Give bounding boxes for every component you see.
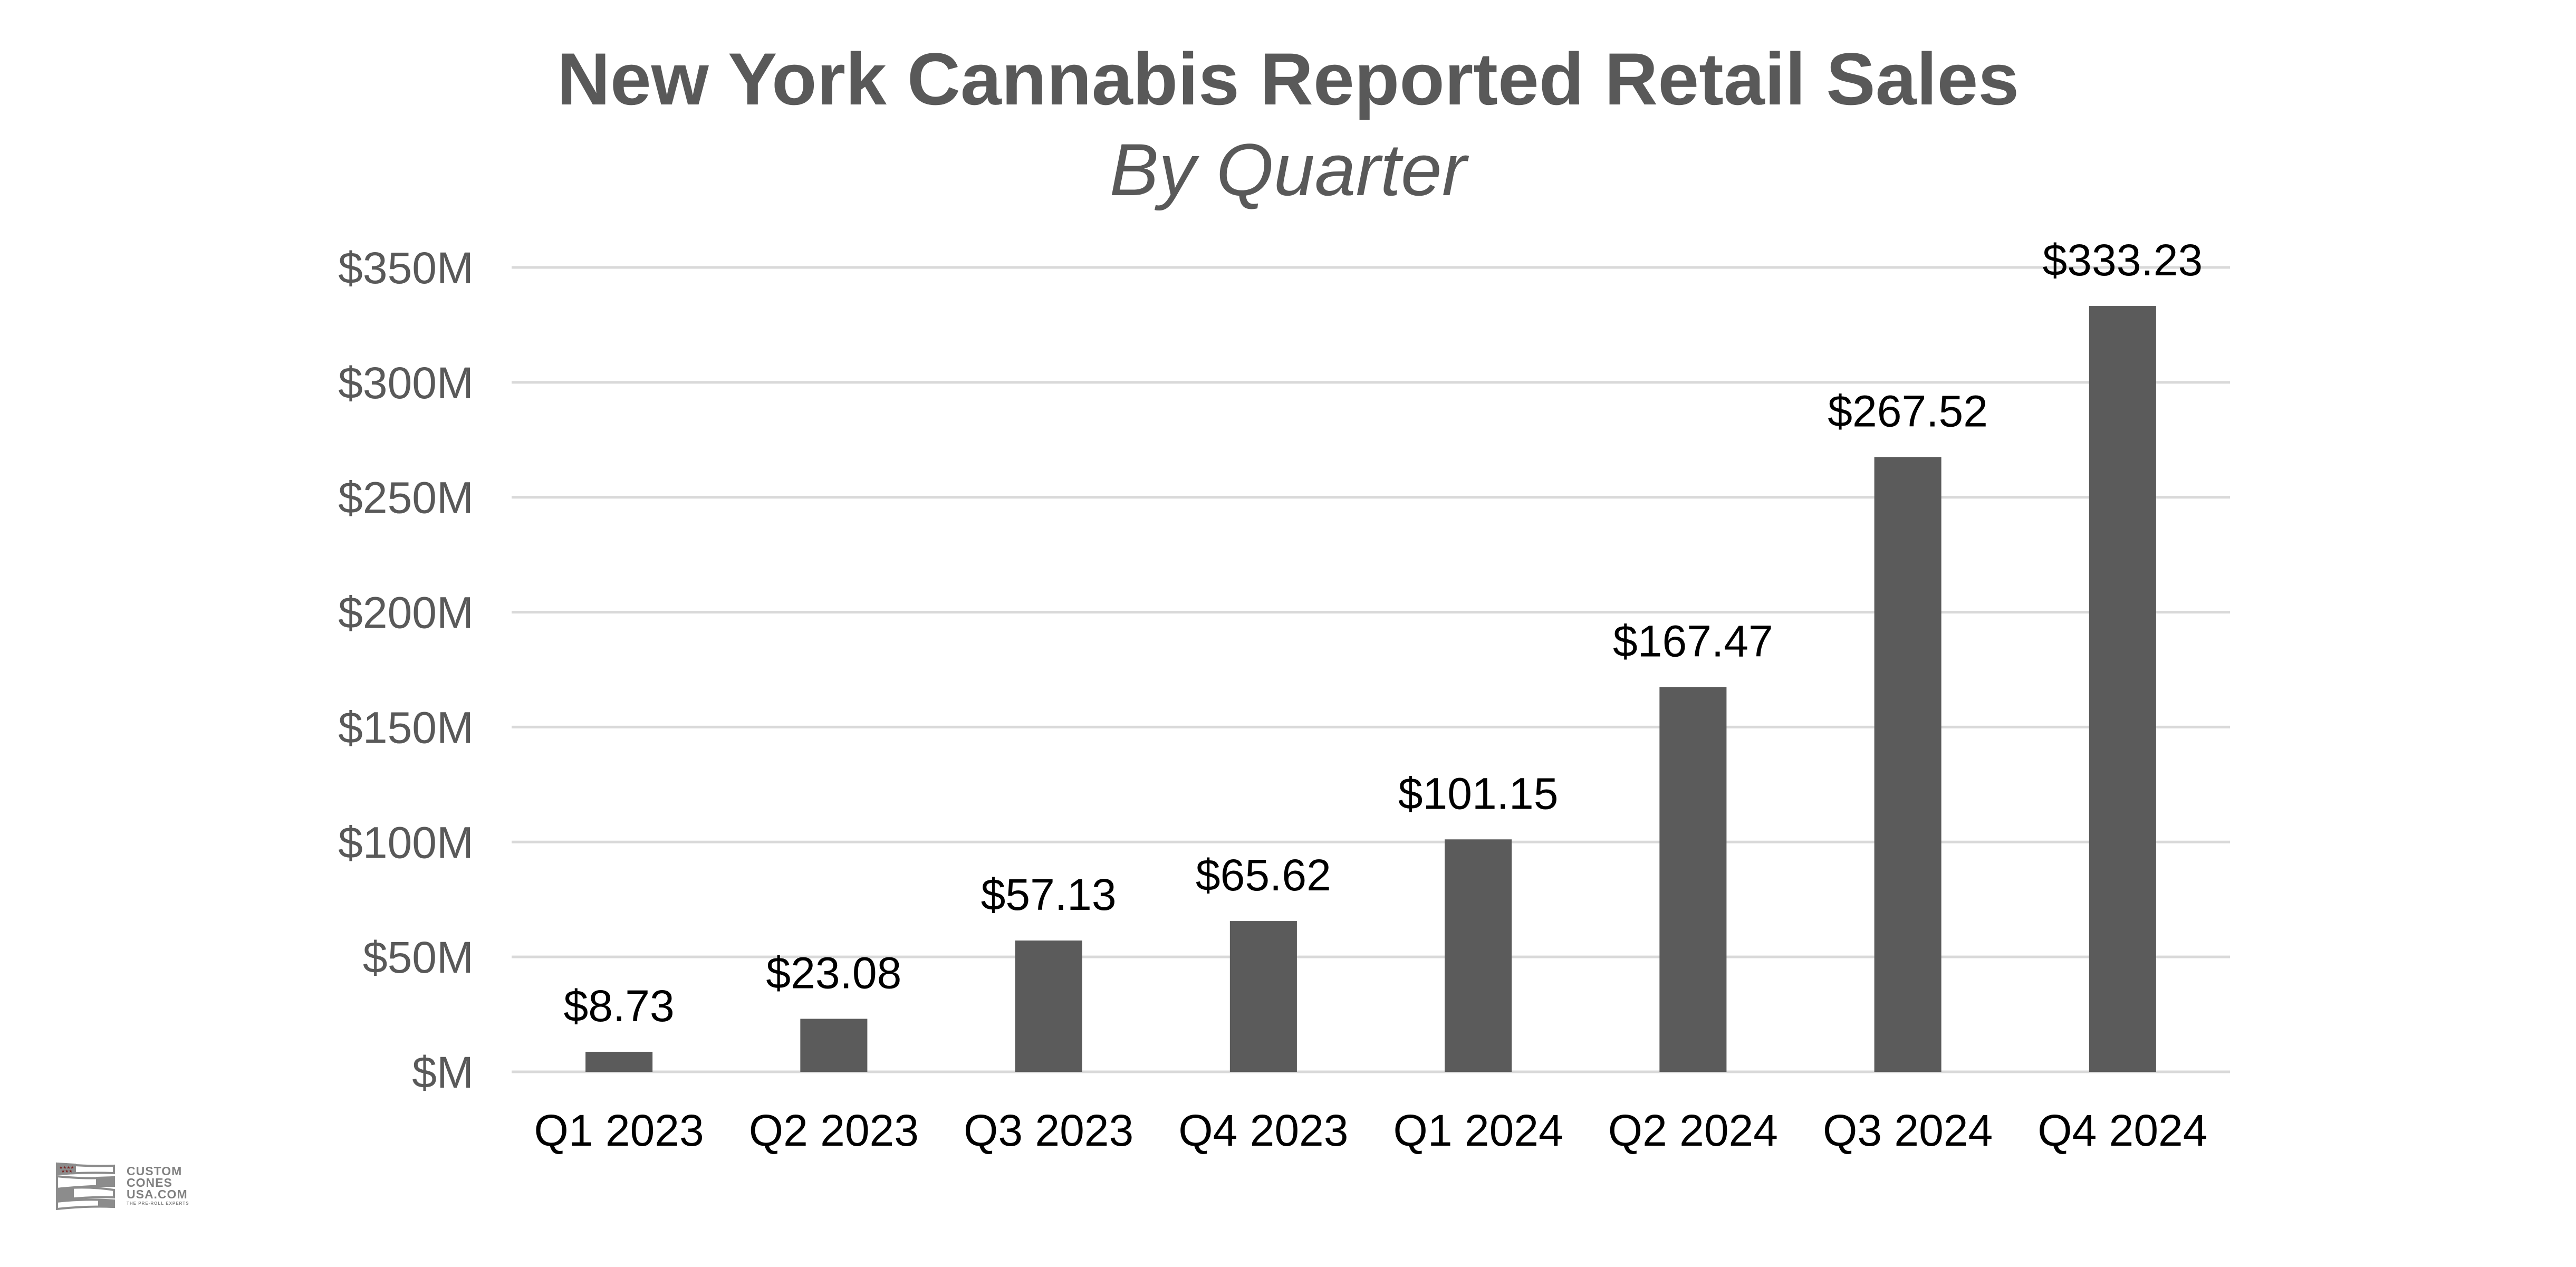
data-label: $57.13	[981, 870, 1117, 919]
gridlines	[512, 266, 2230, 1073]
pre-roll-flag-icon: ★★★★ ★★★	[56, 1162, 115, 1210]
data-label: $101.15	[1398, 769, 1559, 818]
bar	[1229, 921, 1297, 1072]
x-tick-label: Q2 2023	[749, 1106, 919, 1155]
logo-line-2: CONES	[127, 1175, 172, 1189]
bar	[1659, 687, 1727, 1072]
y-tick-label: $150M	[338, 703, 474, 752]
bar	[2089, 306, 2156, 1072]
data-label: $23.08	[766, 948, 901, 997]
y-tick-label: $300M	[338, 358, 474, 408]
chart-title: New York Cannabis Reported Retail Sales	[556, 37, 2020, 120]
svg-text:★★★★: ★★★★	[59, 1165, 74, 1170]
y-tick-label: $M	[412, 1048, 474, 1097]
chart-subtitle: By Quarter	[1109, 128, 1467, 211]
x-tick-label: Q1 2024	[1393, 1106, 1563, 1155]
data-label: $167.47	[1613, 616, 1773, 666]
x-tick-label: Q2 2024	[1608, 1106, 1778, 1155]
y-tick-label: $50M	[363, 933, 474, 982]
bar	[800, 1019, 868, 1072]
bar	[1445, 839, 1512, 1072]
x-tick-label: Q3 2024	[1823, 1106, 1993, 1155]
x-axis-category-labels: Q1 2023 Q2 2023 Q3 2023 Q4 2023 Q1 2024 Q2 20…	[534, 1106, 2207, 1155]
logo-line-1: CUSTOM	[127, 1164, 182, 1178]
x-tick-label: Q3 2023	[964, 1106, 1133, 1155]
logo-text: CUSTOM CONES USA.COM THE PRE-ROLL EXPERT…	[127, 1164, 189, 1206]
data-label: $333.23	[2043, 235, 2203, 285]
bar	[1015, 940, 1082, 1072]
x-tick-label: Q4 2024	[2037, 1106, 2207, 1155]
data-labels: $8.73 $23.08 $57.13 $65.62 $101.15 $167.47 $26…	[564, 235, 2203, 1031]
svg-text:★★★: ★★★	[61, 1169, 73, 1174]
y-tick-label: $350M	[338, 243, 474, 293]
x-tick-label: Q1 2023	[534, 1106, 704, 1155]
data-label: $8.73	[564, 981, 675, 1031]
x-tick-label: Q4 2023	[1178, 1106, 1348, 1155]
bar	[585, 1051, 653, 1072]
bar	[1874, 457, 1941, 1072]
data-label: $267.52	[1828, 386, 1988, 436]
bars	[585, 306, 2156, 1072]
logo-line-3: USA.COM	[127, 1187, 188, 1201]
y-tick-label: $250M	[338, 473, 474, 523]
y-tick-label: $100M	[338, 818, 474, 867]
custom-cones-usa-logo: ★★★★ ★★★ CUSTOM CONES USA.COM THE PRE-RO…	[55, 1162, 189, 1210]
data-label: $65.62	[1196, 850, 1331, 900]
y-axis-tick-labels: $M $50M $100M $150M $200M $250M $300M $350M	[338, 243, 474, 1097]
logo-tagline: THE PRE-ROLL EXPERTS	[127, 1201, 189, 1206]
y-tick-label: $200M	[338, 588, 474, 638]
